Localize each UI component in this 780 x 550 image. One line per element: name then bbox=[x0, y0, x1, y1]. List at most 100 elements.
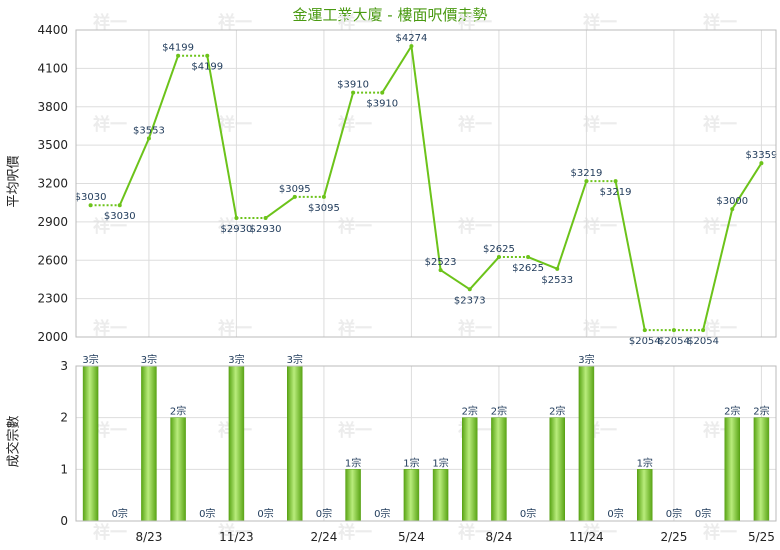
price-label: $4199 bbox=[191, 62, 223, 73]
price-line-segment bbox=[614, 180, 646, 331]
price-label: $2930 bbox=[221, 224, 253, 235]
price-label: $2054 bbox=[629, 336, 661, 347]
price-point bbox=[321, 194, 326, 199]
volume-bar bbox=[753, 417, 770, 522]
price-point bbox=[409, 44, 414, 49]
price-label: $2054 bbox=[687, 336, 719, 347]
price-point bbox=[642, 328, 647, 333]
price-point bbox=[380, 90, 385, 95]
watermark: 祥一 bbox=[218, 12, 252, 33]
volume-bar bbox=[170, 417, 186, 522]
volume-label: 0宗 bbox=[374, 507, 390, 520]
price-line-segment bbox=[322, 92, 355, 198]
price-line bbox=[88, 44, 764, 333]
watermark: 祥一 bbox=[218, 318, 252, 339]
volume-label: 0宗 bbox=[520, 507, 536, 520]
y-tick-label: 3800 bbox=[37, 100, 68, 114]
y-tick-label: 3500 bbox=[37, 138, 68, 152]
price-point bbox=[292, 194, 297, 199]
volume-label: 0宗 bbox=[199, 507, 215, 520]
volume-label: 3宗 bbox=[287, 353, 303, 366]
price-point bbox=[146, 136, 151, 141]
x-tick-label: 8/24 bbox=[485, 530, 512, 544]
price-line-segment bbox=[527, 256, 558, 270]
price-point bbox=[205, 53, 210, 58]
x-tick-label: 11/24 bbox=[569, 530, 604, 544]
watermark: 祥一 bbox=[218, 522, 252, 543]
price-point bbox=[701, 328, 706, 333]
y-tick-label: 3 bbox=[60, 359, 68, 373]
volume-label: 0宗 bbox=[666, 507, 682, 520]
price-line-segment bbox=[206, 55, 238, 219]
price-point bbox=[176, 53, 181, 58]
x-tick-label: 2/24 bbox=[310, 530, 337, 544]
volume-label: 3宗 bbox=[82, 353, 98, 366]
volume-bar bbox=[141, 365, 157, 522]
y-tick-label: 1 bbox=[60, 462, 68, 476]
volume-bar bbox=[82, 365, 99, 522]
x-tick-label: 8/23 bbox=[135, 530, 162, 544]
volume-bar bbox=[462, 417, 478, 522]
watermark: 祥一 bbox=[93, 318, 127, 339]
volume-label: 0宗 bbox=[257, 507, 273, 520]
volume-bar bbox=[637, 469, 653, 522]
price-line-segment bbox=[702, 208, 734, 331]
y-tick-label: 2300 bbox=[37, 292, 68, 306]
volume-bar bbox=[345, 469, 361, 522]
watermark: 祥一 bbox=[338, 12, 372, 33]
price-point bbox=[584, 179, 589, 184]
price-line-segment bbox=[410, 45, 442, 271]
volume-label: 0宗 bbox=[695, 507, 711, 520]
volume-label: 2宗 bbox=[724, 405, 740, 418]
y-tick-label: 2000 bbox=[37, 330, 68, 344]
bottom-plot-frame bbox=[75, 365, 777, 522]
price-line-segment bbox=[731, 162, 763, 210]
price-label: $3095 bbox=[308, 203, 340, 214]
watermark: 祥一 bbox=[458, 318, 492, 339]
price-point bbox=[496, 255, 501, 260]
watermark: 祥一 bbox=[583, 216, 617, 237]
price-line-segment bbox=[264, 196, 296, 219]
volume-label: 3宗 bbox=[578, 353, 594, 366]
price-point bbox=[759, 161, 764, 166]
price-label: $2054 bbox=[658, 336, 690, 347]
watermark: 祥一 bbox=[93, 114, 127, 135]
volume-bar bbox=[432, 469, 449, 522]
volume-label: 0宗 bbox=[316, 507, 332, 520]
price-point bbox=[234, 216, 239, 221]
watermark: 祥一 bbox=[338, 318, 372, 339]
watermark: 祥一 bbox=[583, 114, 617, 135]
y-tick-label: 2600 bbox=[37, 253, 68, 267]
price-label: $2373 bbox=[454, 295, 486, 306]
price-label: $3553 bbox=[133, 125, 165, 136]
volume-bar bbox=[403, 469, 420, 522]
volume-label: 0宗 bbox=[112, 507, 128, 520]
volume-label: 2宗 bbox=[753, 405, 769, 418]
watermark: 祥一 bbox=[583, 12, 617, 33]
y-tick-label: 3200 bbox=[37, 177, 68, 191]
price-label: $3095 bbox=[279, 184, 311, 195]
volume-label: 2宗 bbox=[462, 405, 478, 418]
volume-label: 0宗 bbox=[607, 507, 623, 520]
price-line-segment bbox=[469, 256, 500, 290]
volume-bar bbox=[491, 417, 507, 522]
price-label: $2533 bbox=[541, 275, 573, 286]
watermark: 祥一 bbox=[703, 216, 737, 237]
y-tick-label: 0 bbox=[60, 514, 68, 528]
price-point bbox=[613, 179, 618, 184]
x-tick-label: 5/24 bbox=[398, 530, 425, 544]
price-label: $3359 bbox=[746, 150, 778, 161]
price-label: $3030 bbox=[75, 192, 107, 203]
watermark: 祥一 bbox=[93, 216, 127, 237]
price-point bbox=[88, 203, 93, 208]
volume-label: 1宗 bbox=[432, 456, 448, 469]
price-point bbox=[438, 268, 443, 273]
watermark: 祥一 bbox=[703, 12, 737, 33]
watermark: 祥一 bbox=[583, 318, 617, 339]
price-line-segment bbox=[440, 269, 471, 291]
price-point bbox=[555, 266, 560, 271]
price-point bbox=[730, 207, 735, 212]
chart-title: 金運工業大廈 - 樓面呎價走勢 bbox=[292, 6, 488, 24]
price-label: $3000 bbox=[716, 196, 748, 207]
